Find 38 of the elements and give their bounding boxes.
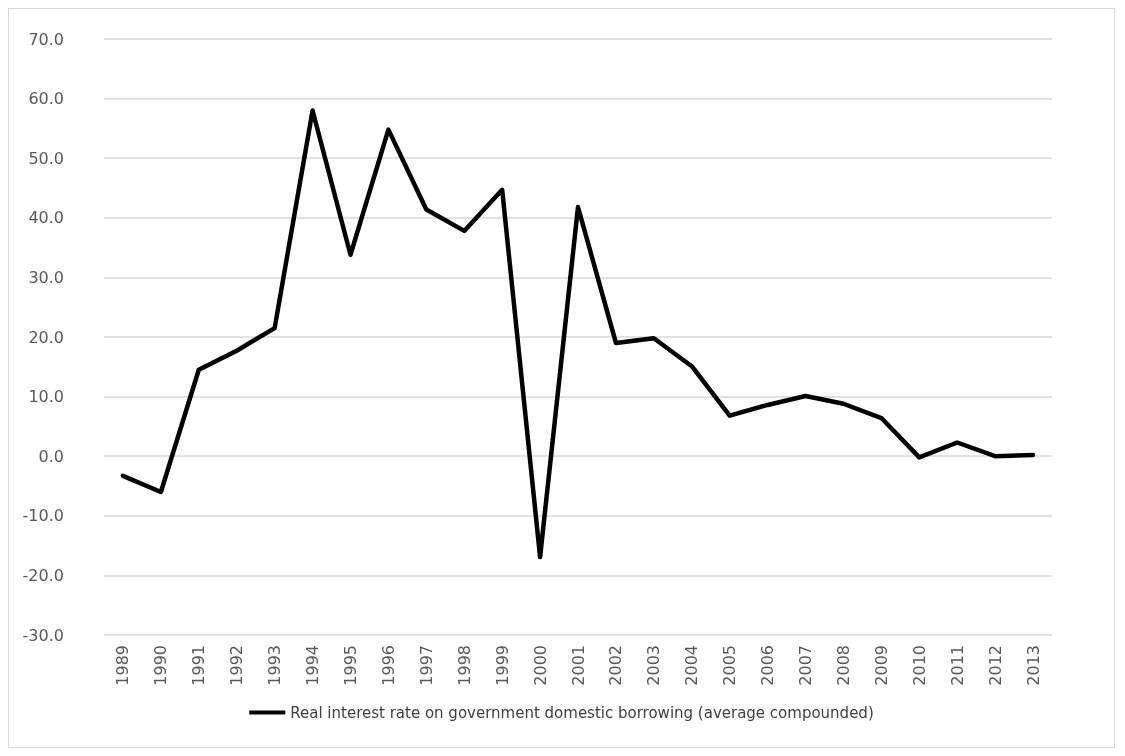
x-tick-label: 1989 <box>113 645 133 686</box>
y-tick-label: 40.0 <box>28 208 64 228</box>
x-tick-label: 2007 <box>796 645 816 686</box>
x-tick-label: 2008 <box>833 645 853 686</box>
y-tick-label: 30.0 <box>28 267 64 287</box>
y-tick-label: 10.0 <box>28 387 64 407</box>
y-tick-label: 70.0 <box>28 29 64 49</box>
x-tick-label: 1998 <box>454 645 474 686</box>
y-tick-label: -30.0 <box>22 625 64 645</box>
y-tick-label: -10.0 <box>22 506 64 526</box>
x-tick-label: 2002 <box>606 645 626 686</box>
x-tick-label: 1992 <box>227 645 247 686</box>
x-tick-label: 1997 <box>416 645 436 686</box>
legend-label: Real interest rate on government domestic borrowing (average compounded) <box>290 703 874 722</box>
x-tick-label: 2003 <box>644 645 664 686</box>
x-tick-label: 2010 <box>909 645 929 686</box>
x-tick-label: 1995 <box>340 645 360 686</box>
x-tick-label: 2004 <box>682 645 702 686</box>
x-tick-label: 2012 <box>985 645 1005 686</box>
line-series <box>120 108 1036 560</box>
y-tick-label: 60.0 <box>28 89 64 109</box>
y-tick-label: 0.0 <box>38 446 64 466</box>
x-tick-label: 1996 <box>378 645 398 686</box>
x-tick-label: 2006 <box>758 645 778 686</box>
x-tick-label: 2005 <box>720 645 740 686</box>
x-tick-label: 2011 <box>947 645 967 686</box>
x-tick-label: 1999 <box>492 645 512 686</box>
x-tick-label: 1991 <box>189 645 209 686</box>
x-tick-label: 2013 <box>1023 645 1043 686</box>
y-tick-label: 20.0 <box>28 327 64 347</box>
x-tick-label: 2009 <box>871 645 891 686</box>
y-tick-label: -20.0 <box>22 565 64 585</box>
x-tick-label: 1994 <box>303 645 323 686</box>
x-tick-label: 2000 <box>530 645 550 686</box>
y-tick-label: 50.0 <box>28 148 64 168</box>
x-tick-label: 1993 <box>265 645 285 686</box>
x-tick-label: 1990 <box>151 645 171 686</box>
x-tick-label: 2001 <box>568 645 588 686</box>
